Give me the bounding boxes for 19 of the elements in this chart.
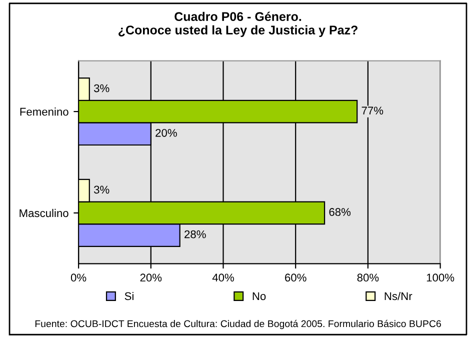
legend-label: Si xyxy=(124,292,134,300)
source-note: Fuente: OCUB-IDCT Encuesta de Cultura: Ciudad de Bogotá 2005. Formulario Básico BUPC6 xyxy=(35,320,441,330)
data-label: 3% xyxy=(94,186,110,194)
data-label: 28% xyxy=(184,230,206,238)
legend-label: Ns/Nr xyxy=(384,292,412,300)
data-label: 77% xyxy=(362,106,384,114)
chart-title: Cuadro P06 - Género. ¿Conoce usted la Ley de Justicia y Paz? xyxy=(118,12,358,37)
y-tick-label: Masculino xyxy=(20,208,68,218)
x-tick-label: 60% xyxy=(285,274,306,282)
legend-label: No xyxy=(252,292,266,300)
x-tick-label: 100% xyxy=(426,274,454,282)
y-tick-label: Femenino xyxy=(20,108,68,116)
x-tick-label: 80% xyxy=(357,274,379,282)
x-tick-label: 20% xyxy=(140,274,162,282)
x-tick-label: 0% xyxy=(70,274,86,282)
x-tick-label: 40% xyxy=(212,274,234,282)
data-label: 68% xyxy=(329,208,351,216)
data-label: 3% xyxy=(94,84,110,92)
data-label: 20% xyxy=(156,128,177,137)
